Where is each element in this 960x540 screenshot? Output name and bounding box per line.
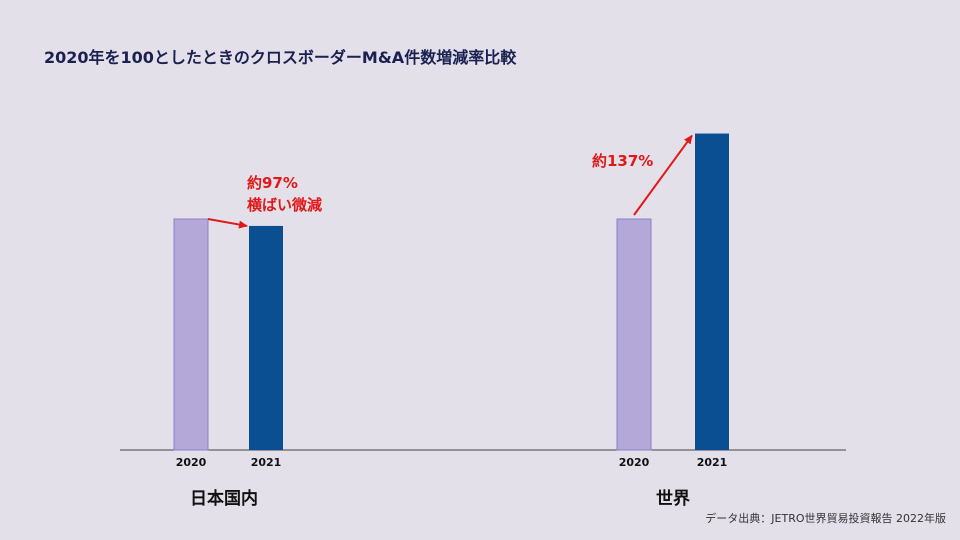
x-tick-label: 2020	[176, 456, 207, 469]
bar-japan-2021	[249, 225, 283, 450]
x-tick-label: 2021	[251, 456, 282, 469]
group-label-world: 世界	[656, 489, 690, 509]
group-label-japan: 日本国内	[190, 489, 258, 509]
chart-title: 2020年を100としたときのクロスボーダーM&A件数増減率比較	[44, 48, 517, 67]
source-note: データ出典：JETRO世界貿易投資報告 2022年版	[705, 512, 946, 525]
bar-world-2020	[616, 218, 652, 451]
x-tick-label: 2021	[697, 456, 728, 469]
arrow-world	[633, 134, 693, 216]
arrow-japan	[207, 218, 248, 229]
bar-japan-2020	[173, 218, 209, 451]
bar-world-2021	[695, 133, 729, 450]
x-tick-label: 2020	[619, 456, 650, 469]
annotation-world-line-0: 約137%	[592, 152, 653, 170]
annotation-japan-line-1: 横ばい微減	[247, 196, 322, 214]
annotation-japan-line-0: 約97%	[247, 174, 298, 192]
